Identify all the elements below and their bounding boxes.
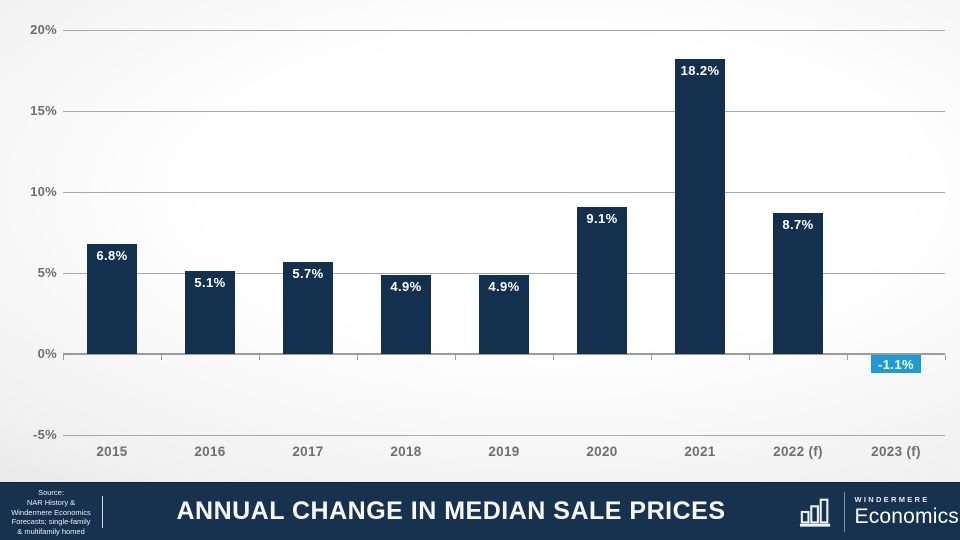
- x-axis-category-label: 2023 (f): [871, 444, 921, 459]
- axis-tick-mark: [847, 355, 848, 360]
- y-axis-tick-label: 10%: [30, 184, 57, 199]
- source-line: NAR History &: [26, 497, 76, 507]
- bar-value-label: -1.1%: [878, 357, 914, 372]
- gridline: [63, 30, 945, 31]
- x-axis-category-label: 2021: [684, 444, 716, 459]
- y-axis-tick-label: 0%: [37, 346, 57, 361]
- axis-tick-mark: [749, 355, 750, 360]
- bar-2023f: -1.1%: [871, 355, 921, 373]
- bar-chart-icon: [799, 498, 831, 527]
- logo-divider: [843, 491, 846, 532]
- axis-tick-mark: [161, 355, 162, 360]
- brand-division: Economics: [854, 505, 959, 529]
- bar-2022f: 8.7%: [773, 213, 823, 354]
- bar-value-label: 5.1%: [194, 275, 226, 291]
- axis-tick-mark: [63, 355, 64, 360]
- x-axis-category-label: 2019: [488, 444, 520, 459]
- chart-area: 20% 15% 10% 5% 0% -5% 6.8% 2015 5.1% 2016 5.7% 2017…: [0, 0, 960, 482]
- x-axis-category-label: 2020: [586, 444, 618, 459]
- brand-name: WINDERMERE: [854, 494, 930, 504]
- axis-tick-mark: [455, 355, 456, 360]
- gridline: [63, 192, 945, 193]
- bar-2018: 4.9%: [381, 274, 431, 354]
- bar-value-label: 9.1%: [586, 210, 618, 226]
- source-note: Source: NAR History & Windermere Economi…: [0, 486, 102, 537]
- chart-title: ANNUAL CHANGE IN MEDIAN SALE PRICES: [176, 497, 726, 525]
- y-axis-tick-label: 20%: [30, 22, 57, 37]
- bar-value-label: 4.9%: [390, 278, 422, 294]
- footer-bar: Source: NAR History & Windermere Economi…: [0, 482, 960, 540]
- bar-value-label: 4.9%: [488, 278, 520, 294]
- source-line: Source:: [38, 488, 64, 498]
- y-axis-tick-label: 5%: [37, 265, 57, 280]
- bar-2021: 18.2%: [675, 59, 725, 354]
- gridline: [63, 111, 945, 112]
- source-divider: [102, 495, 103, 528]
- gridline: [63, 435, 945, 436]
- bar-2016: 5.1%: [185, 271, 235, 354]
- x-axis-category-label: 2018: [390, 444, 422, 459]
- bar-2020: 9.1%: [577, 206, 627, 354]
- x-axis-category-label: 2022 (f): [773, 444, 823, 459]
- bar-value-label: 6.8%: [96, 247, 128, 263]
- bar-value-label: 5.7%: [292, 265, 324, 281]
- axis-tick-mark: [651, 355, 652, 360]
- source-line: & multifamily homed: [17, 527, 85, 537]
- source-line: Windermere Economics: [11, 507, 91, 517]
- axis-tick-mark: [945, 355, 946, 360]
- x-axis-category-label: 2015: [96, 444, 128, 459]
- windermere-economics-logo: WINDERMERE Economics: [799, 491, 960, 532]
- x-axis-line: [63, 353, 945, 355]
- x-axis-category-label: 2017: [292, 444, 324, 459]
- bar-value-label: 18.2%: [680, 63, 720, 79]
- bar-2017: 5.7%: [283, 261, 333, 354]
- bar-2019: 4.9%: [479, 274, 529, 354]
- axis-tick-mark: [553, 355, 554, 360]
- gridline: [63, 273, 945, 274]
- bar-2015: 6.8%: [87, 243, 137, 354]
- y-axis-tick-label: 15%: [30, 103, 57, 118]
- axis-tick-mark: [259, 355, 260, 360]
- brand-text: WINDERMERE Economics: [854, 496, 959, 528]
- y-axis-tick-label: -5%: [32, 427, 57, 442]
- bar-value-label: 8.7%: [782, 217, 814, 233]
- source-line: Forecasts; single-family: [11, 517, 91, 527]
- axis-tick-mark: [357, 355, 358, 360]
- x-axis-category-label: 2016: [194, 444, 226, 459]
